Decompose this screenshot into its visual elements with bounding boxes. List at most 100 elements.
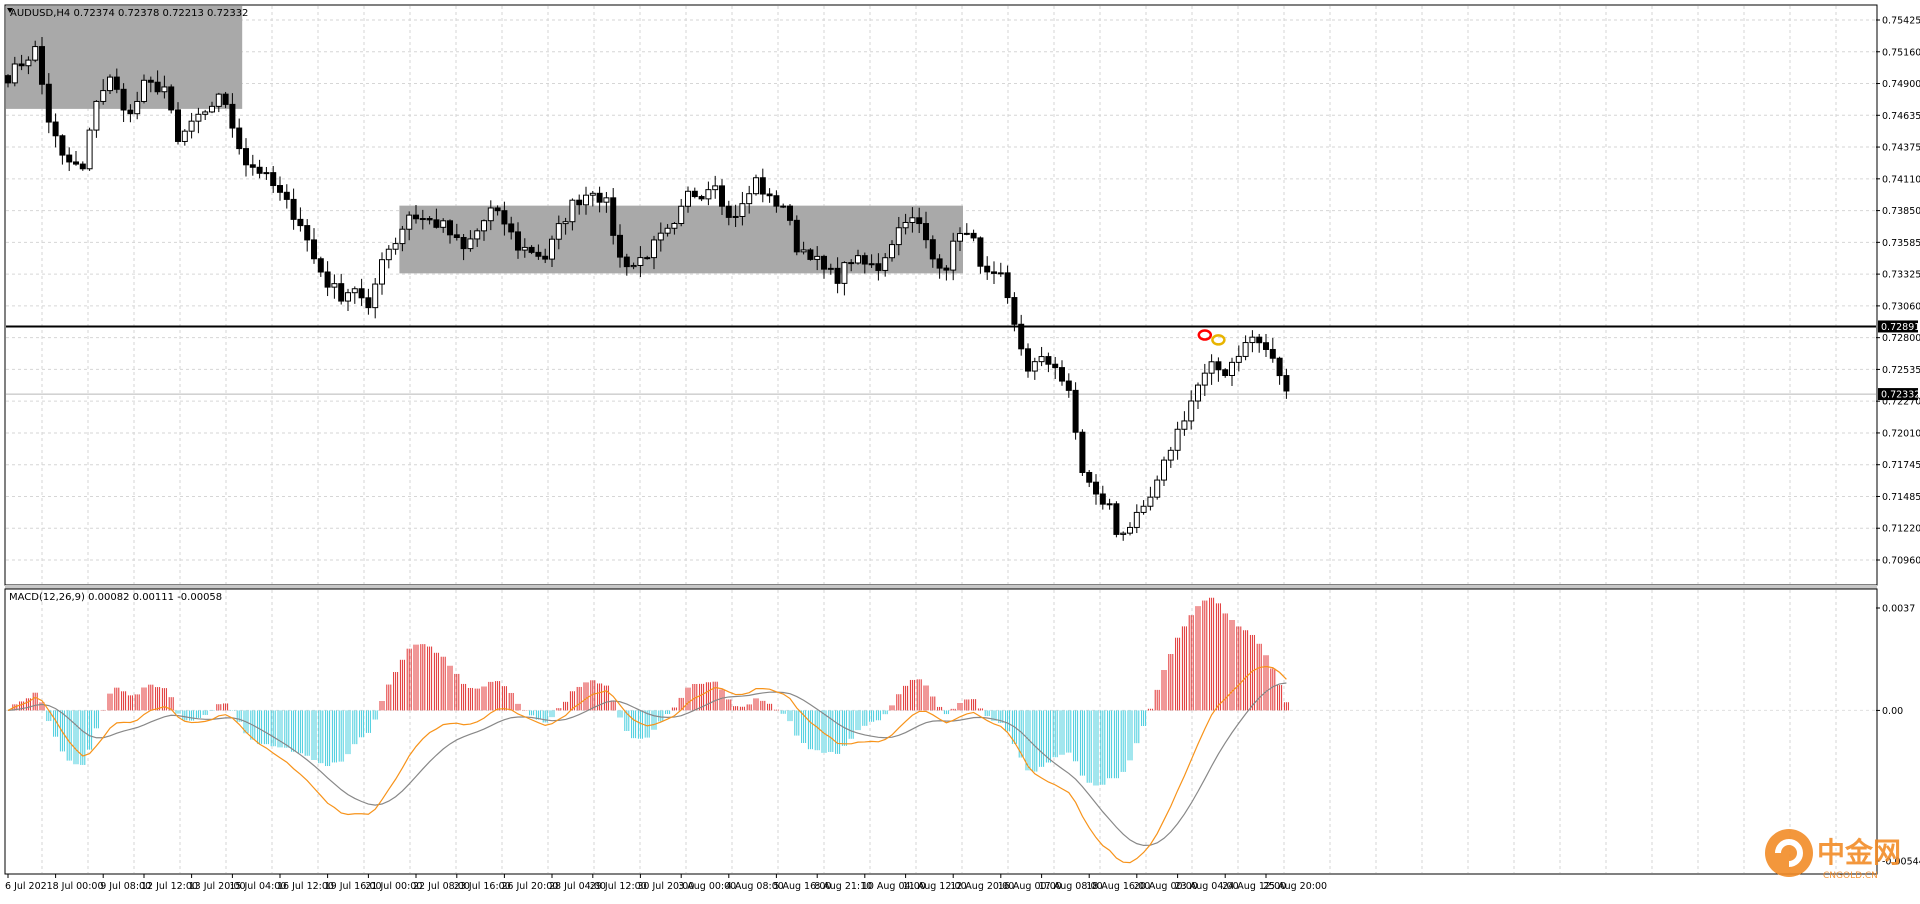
markers (1197, 329, 1226, 346)
candle-bull (1106, 503, 1113, 506)
candle-bear (834, 267, 841, 284)
candle-bear (1099, 493, 1106, 505)
macd-tick-label: 0.0037 (1882, 604, 1915, 615)
logo-circle-icon (1765, 829, 1813, 877)
candle-bear (39, 46, 45, 85)
candle-bear (936, 258, 943, 269)
main-grid (6, 6, 1876, 584)
current-price-label-bg (1878, 388, 1918, 401)
candle-bear (249, 164, 256, 168)
support-line-group[interactable] (6, 325, 1876, 395)
macd-grid (6, 590, 1876, 873)
yellow-circle-marker (1211, 334, 1226, 346)
price-tick-label: 0.74110 (1882, 174, 1920, 185)
candle-bull (1154, 479, 1161, 498)
candle-bear (236, 127, 243, 150)
pane-separator[interactable] (5, 585, 1877, 589)
candle-bull (868, 263, 875, 266)
candle-bull (1147, 496, 1154, 507)
price-tick-label: 0.73325 (1882, 270, 1920, 281)
time-tick-label: 23 Jul 16:00 (454, 881, 511, 892)
macd-pane[interactable] (4, 588, 1878, 875)
price-tick-label: 0.74375 (1882, 143, 1920, 154)
time-tick-label: 25 Aug 20:00 (1263, 881, 1327, 892)
candle-bull (467, 238, 474, 250)
candle-bull (188, 120, 195, 132)
candle-bear (45, 83, 52, 123)
candle-bear (759, 177, 766, 195)
logo-swirl-icon (1775, 839, 1803, 867)
macd-main-line (7, 665, 1287, 864)
support-price-label: 0.72891 (1881, 322, 1920, 333)
candle-bull (800, 249, 807, 253)
candle-bear (793, 219, 800, 253)
candle-bull (379, 259, 385, 285)
candle-bear (59, 135, 66, 156)
candle-bear (943, 267, 950, 271)
candle-bull (569, 199, 576, 223)
candle-bull (603, 197, 610, 203)
candle-bull (712, 185, 719, 191)
candle-bear (229, 103, 236, 129)
price-axis: 0.75425 0.75160 0.74900 0.74635 0.74375 0.741… (1876, 16, 1920, 567)
candle-bull (1249, 336, 1256, 344)
candle-bull (549, 238, 555, 260)
candle-bear (698, 196, 705, 200)
candle-bear (317, 258, 324, 273)
candle-bear (508, 223, 515, 233)
candle-bull (209, 105, 215, 113)
candle-bull (100, 90, 107, 102)
price-tick-label: 0.72010 (1882, 428, 1920, 439)
main-pane[interactable] (4, 4, 1878, 586)
candle-bear (113, 76, 120, 90)
candle-bull (1038, 356, 1045, 363)
candle-bull (1208, 361, 1215, 374)
candle-bull (739, 203, 746, 217)
candle-bull (889, 244, 895, 259)
candle-bear (1072, 389, 1079, 433)
dropdown-triangle-icon[interactable] (7, 8, 13, 13)
current-price-label: 0.72332 (1881, 390, 1920, 401)
time-tick-label: 3 Aug 00:00 (678, 881, 736, 892)
time-tick-label: 16 Aug 00:00 (998, 881, 1062, 892)
candle-bull (86, 129, 93, 170)
candle-bull (1174, 428, 1181, 451)
candle-bear (535, 251, 542, 257)
candle-bull (474, 230, 481, 240)
candle-bull (902, 221, 909, 229)
candle-bear (324, 271, 331, 288)
macd-histogram (12, 597, 1289, 786)
candle-bear (923, 223, 929, 241)
candle-bear (270, 172, 277, 187)
candle-bull (657, 232, 664, 241)
time-tick-label: 11 Aug 12:00 (903, 881, 967, 892)
candle-bear (1222, 369, 1229, 376)
time-tick-label: 12 Aug 20:00 (950, 881, 1014, 892)
time-tick-label: 4 Aug 08:00 (726, 881, 784, 892)
candle-bear (127, 109, 134, 115)
time-tick-label: 5 Aug 16:00 (773, 881, 831, 892)
candle-bear (1052, 363, 1059, 369)
time-tick-label: 6 Jul 2021 (5, 881, 53, 892)
price-tick-label: 0.74900 (1882, 79, 1920, 90)
candle-bull (957, 233, 963, 242)
candle-bear (147, 79, 154, 83)
price-tick-label: 0.73060 (1882, 301, 1920, 312)
candle-bear (821, 255, 827, 270)
candle-bull (406, 214, 413, 230)
chart-header: AUDUSD,H4 0.72374 0.72378 0.72213 0.7233… (10, 8, 248, 19)
candle-bear (501, 210, 508, 225)
candle-bear (1025, 348, 1031, 372)
time-tick-label: 12 Jul 12:00 (141, 881, 198, 892)
candle-bear (1276, 357, 1283, 377)
candle-bull (705, 189, 712, 200)
candle-bear (243, 148, 249, 166)
candle-bear (168, 86, 175, 111)
macd-tick-label: -0.00544 (1882, 857, 1920, 868)
candle-bear (494, 207, 501, 212)
candle-bear (413, 214, 419, 220)
candle-bear (175, 109, 181, 142)
